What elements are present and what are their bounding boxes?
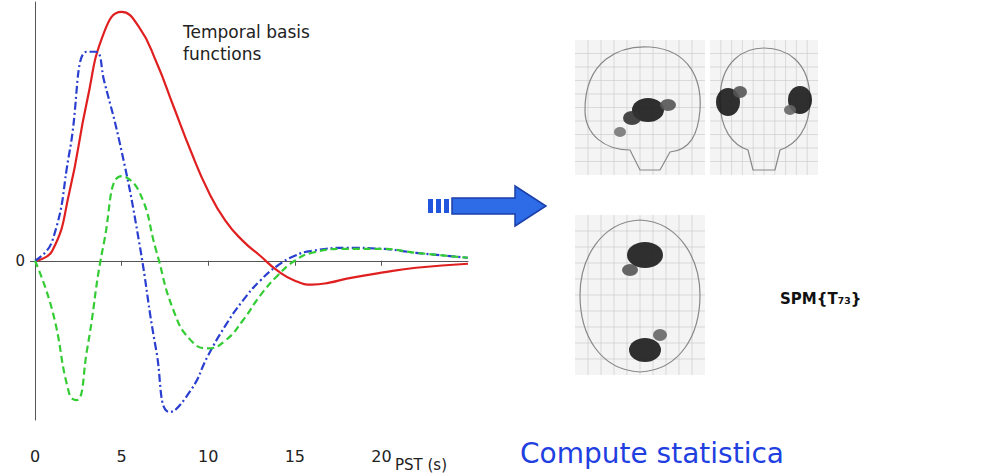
html-text:Compute statistica: Compute statistica — [520, 437, 784, 470]
svg-text:15: 15 — [285, 447, 305, 466]
html-text:SPM{T₇₃}: SPM{T₇₃} — [780, 290, 862, 308]
svg-text:Temporal basis: Temporal basis — [182, 22, 315, 42]
svg-text:PST (s): PST (s) — [395, 456, 447, 474]
svg-text:5: 5 — [117, 447, 127, 466]
svg-text:0: 0 — [15, 252, 25, 270]
svg-text:functions: functions — [183, 44, 261, 64]
svg-text:10: 10 — [198, 447, 218, 466]
svg-text:0: 0 — [30, 447, 40, 466]
svg-text:20: 20 — [371, 447, 391, 466]
